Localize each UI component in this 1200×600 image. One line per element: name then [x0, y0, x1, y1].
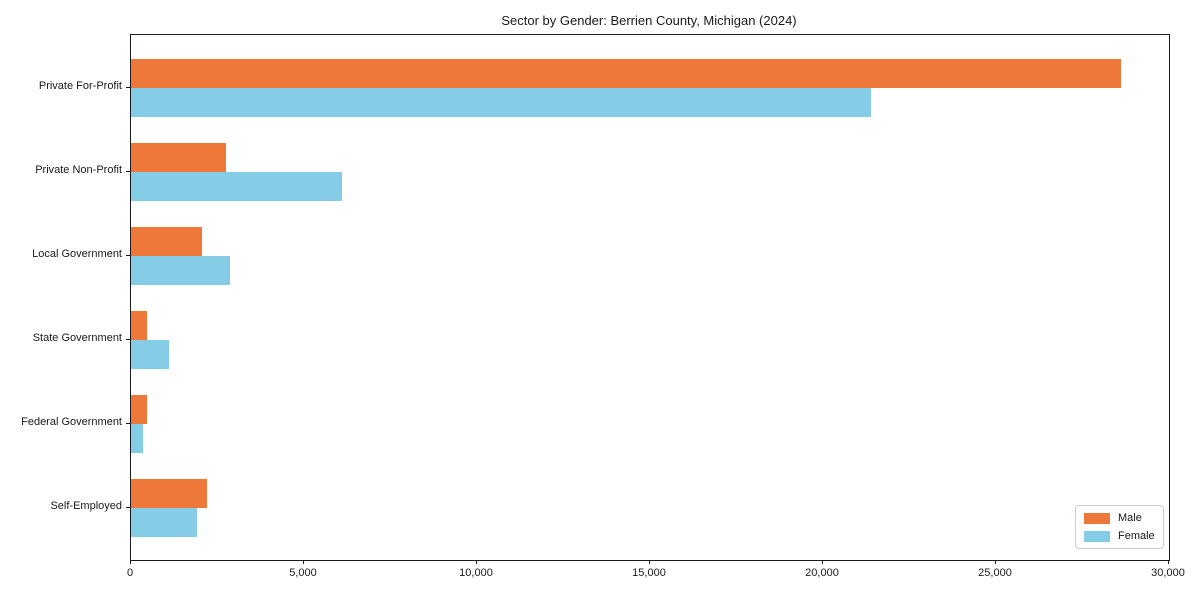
bar-male-private-non-profit	[131, 142, 227, 172]
x-tick-label: 20,000	[805, 567, 839, 579]
y-tick-mark	[126, 254, 130, 256]
y-tick-mark	[126, 506, 130, 508]
x-tick-label: 15,000	[632, 567, 666, 579]
x-tick-label: 0	[126, 567, 134, 579]
bar-male-state-government	[131, 310, 147, 340]
x-tick-label: 25,000	[978, 567, 1012, 579]
x-tick-mark	[1168, 560, 1169, 564]
bar-female-private-for-profit	[131, 87, 872, 117]
plot-area	[130, 34, 1170, 561]
bar-male-self-employed	[131, 478, 208, 508]
bar-female-federal-government	[131, 423, 144, 453]
x-tick-mark	[822, 560, 823, 564]
x-tick-label: 30,000	[1151, 567, 1185, 579]
chart-title: Sector by Gender: Berrien County, Michig…	[501, 13, 797, 28]
y-tick-mark	[126, 170, 130, 172]
y-axis-category-label: State Government	[32, 331, 122, 344]
legend: Male Female	[1075, 505, 1164, 549]
bar-female-state-government	[131, 339, 170, 369]
legend-label-female: Female	[1118, 530, 1155, 542]
bar-female-local-government	[131, 255, 230, 285]
x-tick-mark	[995, 560, 996, 564]
bar-female-self-employed	[131, 507, 197, 537]
legend-item-male: Male	[1084, 512, 1155, 524]
legend-label-male: Male	[1118, 512, 1142, 524]
bar-male-federal-government	[131, 394, 147, 424]
y-axis-category-label: Local Government	[32, 247, 122, 260]
legend-item-female: Female	[1084, 530, 1155, 542]
y-tick-mark	[126, 338, 130, 340]
y-axis-category-label: Federal Government	[21, 415, 122, 428]
x-tick-label: 10,000	[459, 567, 493, 579]
x-tick-label: 5,000	[289, 567, 317, 579]
x-tick-mark	[303, 560, 304, 564]
female-series-swatch	[1084, 530, 1110, 542]
x-tick-mark	[130, 560, 131, 564]
y-tick-mark	[126, 422, 130, 424]
x-tick-mark	[476, 560, 477, 564]
y-axis-category-label: Private Non-Profit	[35, 163, 122, 176]
bar-female-private-non-profit	[131, 171, 343, 201]
y-tick-mark	[126, 86, 130, 88]
bar-male-local-government	[131, 226, 202, 256]
x-tick-mark	[649, 560, 650, 564]
y-axis-category-label: Self-Employed	[50, 499, 122, 512]
y-axis-category-label: Private For-Profit	[38, 79, 122, 92]
male-series-swatch	[1084, 512, 1110, 524]
bar-male-private-for-profit	[131, 58, 1121, 88]
